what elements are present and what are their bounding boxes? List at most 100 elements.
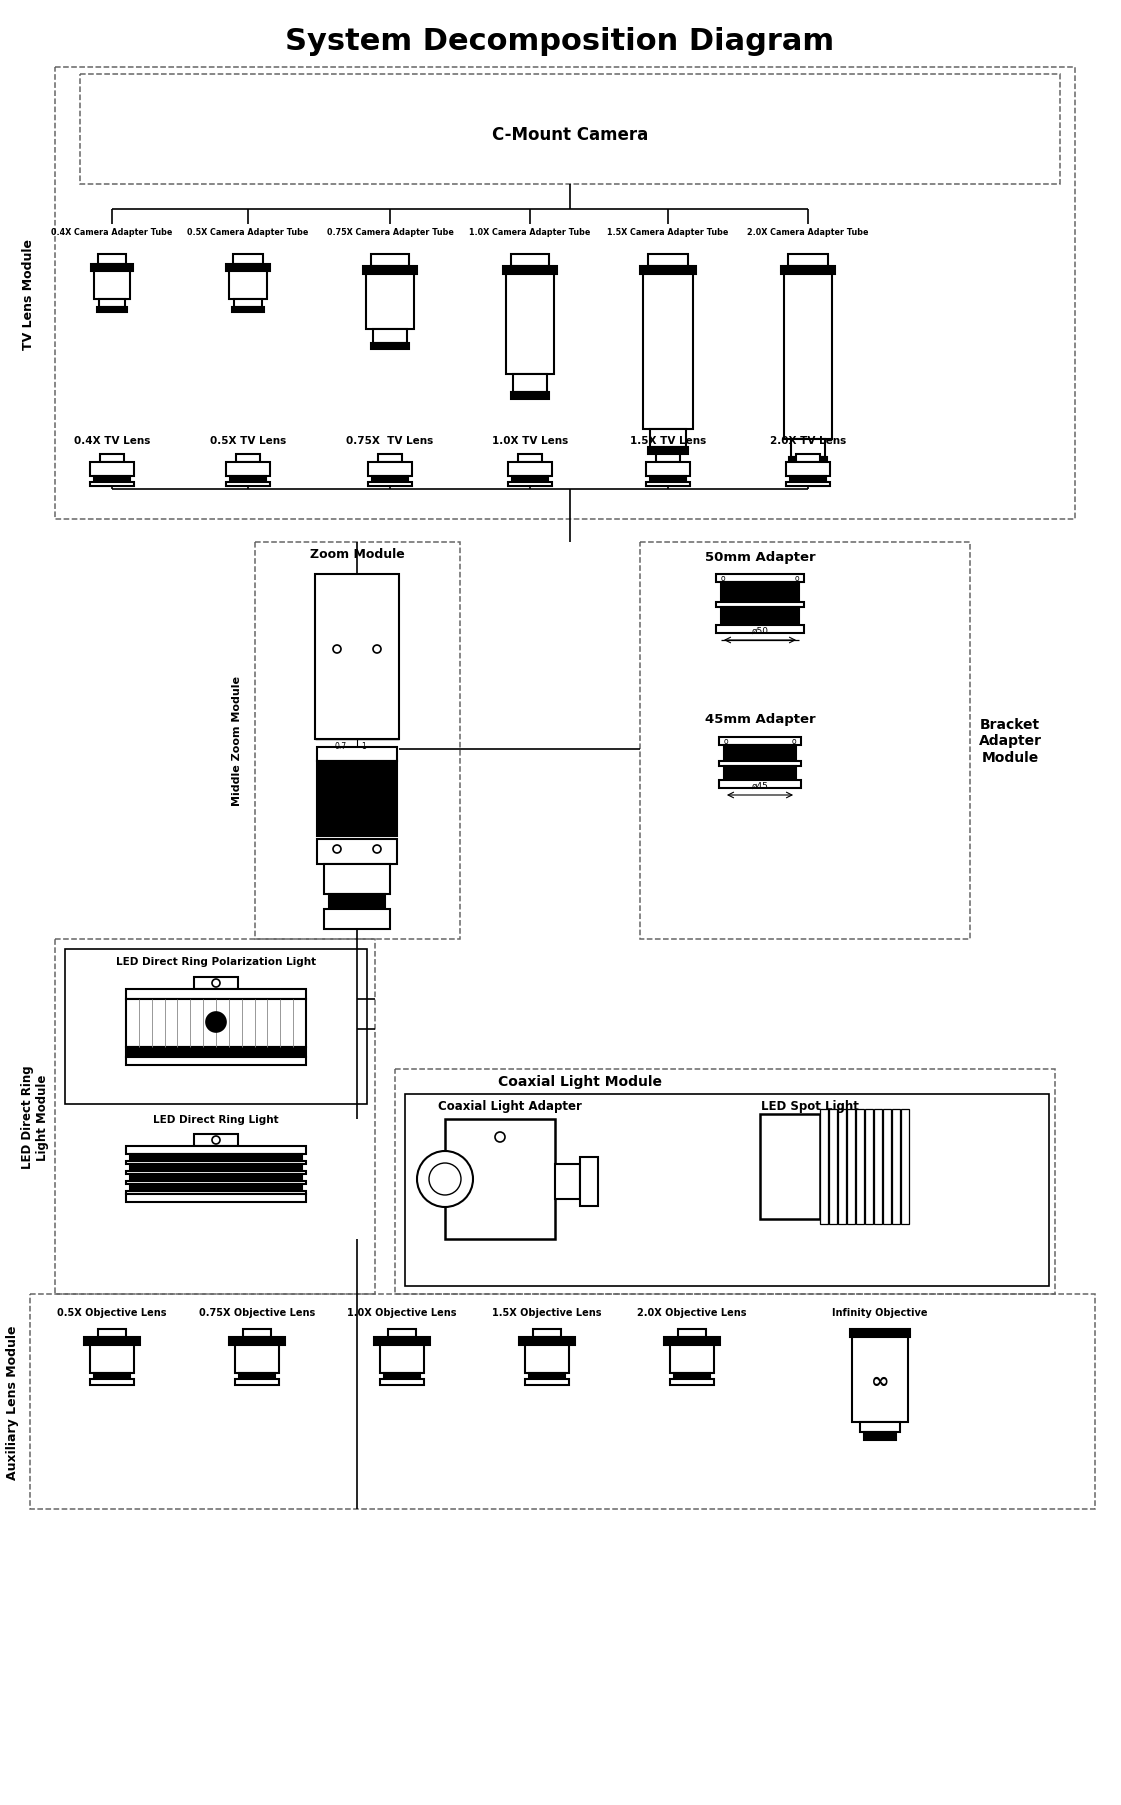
Bar xyxy=(126,1161,306,1164)
Text: Bracket
Adapter
Module: Bracket Adapter Module xyxy=(979,718,1041,764)
Bar xyxy=(656,455,680,462)
Bar xyxy=(317,839,397,865)
Bar xyxy=(226,462,270,477)
Bar xyxy=(839,1110,846,1224)
Text: 1.5X Camera Adapter Tube: 1.5X Camera Adapter Tube xyxy=(608,227,729,236)
Bar xyxy=(324,865,390,895)
Bar xyxy=(65,949,367,1105)
Text: Zoom Module: Zoom Module xyxy=(309,549,405,561)
Bar xyxy=(716,574,804,583)
Bar xyxy=(721,608,799,626)
Bar xyxy=(860,1422,900,1431)
Text: 2.0X Camera Adapter Tube: 2.0X Camera Adapter Tube xyxy=(748,227,869,236)
Circle shape xyxy=(333,845,341,854)
Bar xyxy=(126,989,306,1000)
Bar xyxy=(368,482,413,487)
Bar xyxy=(646,462,691,477)
Bar xyxy=(529,1374,565,1379)
Bar xyxy=(84,1338,140,1345)
Text: Middle Zoom Module: Middle Zoom Module xyxy=(232,677,242,807)
Bar xyxy=(864,1431,896,1440)
Text: ø45: ø45 xyxy=(751,782,768,791)
Bar xyxy=(385,1374,420,1379)
Bar xyxy=(130,1184,302,1191)
Circle shape xyxy=(212,1137,220,1144)
Bar xyxy=(664,1338,720,1345)
Bar xyxy=(90,1379,135,1384)
Bar xyxy=(235,1379,279,1384)
Bar xyxy=(91,265,133,273)
Bar xyxy=(98,1328,126,1338)
Bar xyxy=(518,455,541,462)
Bar xyxy=(892,1110,900,1224)
Bar xyxy=(226,265,270,273)
Bar xyxy=(90,482,135,487)
Text: 0.75X  TV Lens: 0.75X TV Lens xyxy=(346,435,434,446)
Bar xyxy=(235,1345,279,1374)
Bar xyxy=(901,1110,909,1224)
Bar xyxy=(648,448,688,455)
Text: o: o xyxy=(721,574,725,583)
Text: Coaxial Light Module: Coaxial Light Module xyxy=(498,1074,663,1088)
Bar xyxy=(55,939,376,1294)
Text: Auxiliary Lens Module: Auxiliary Lens Module xyxy=(6,1325,19,1478)
Bar xyxy=(640,543,970,939)
Bar xyxy=(229,273,267,300)
Circle shape xyxy=(333,646,341,653)
Bar xyxy=(555,1164,580,1199)
Bar xyxy=(254,543,460,939)
Bar xyxy=(865,1110,873,1224)
Bar xyxy=(130,1155,302,1161)
Bar xyxy=(230,477,266,482)
Circle shape xyxy=(495,1132,504,1143)
Text: 0.5X TV Lens: 0.5X TV Lens xyxy=(210,435,286,446)
Bar xyxy=(791,440,825,458)
Bar xyxy=(512,477,548,482)
Circle shape xyxy=(429,1164,461,1195)
Bar xyxy=(317,747,397,762)
Bar xyxy=(503,267,557,274)
Bar xyxy=(786,482,830,487)
Bar xyxy=(506,274,554,375)
Bar xyxy=(380,1345,424,1374)
Bar xyxy=(856,1110,864,1224)
Bar xyxy=(790,477,826,482)
Bar xyxy=(126,1146,306,1155)
Text: ø50: ø50 xyxy=(751,626,769,635)
Bar xyxy=(80,76,1060,184)
Bar xyxy=(724,767,796,780)
Text: Infinity Objective: Infinity Objective xyxy=(832,1307,928,1318)
Bar xyxy=(380,1379,424,1384)
Bar xyxy=(130,1175,302,1180)
Bar xyxy=(511,255,549,267)
Bar xyxy=(760,1114,819,1220)
Bar xyxy=(371,255,409,267)
Text: 1.0X Objective Lens: 1.0X Objective Lens xyxy=(348,1307,456,1318)
Bar xyxy=(229,1338,285,1345)
Bar xyxy=(372,477,408,482)
Bar xyxy=(126,1171,306,1175)
Bar xyxy=(796,455,819,462)
Bar xyxy=(513,375,547,393)
Bar xyxy=(670,1379,714,1384)
Bar xyxy=(30,1294,1095,1509)
Bar xyxy=(371,343,409,350)
Bar xyxy=(243,1328,271,1338)
Bar xyxy=(239,1374,275,1379)
Bar xyxy=(640,267,696,274)
Text: o: o xyxy=(791,736,796,745)
Bar xyxy=(363,267,417,274)
Bar xyxy=(678,1328,706,1338)
Text: 2.0X TV Lens: 2.0X TV Lens xyxy=(770,435,846,446)
Bar xyxy=(130,1164,302,1171)
Text: LED Spot Light: LED Spot Light xyxy=(761,1099,859,1114)
Text: TV Lens Module: TV Lens Module xyxy=(21,238,35,350)
Bar xyxy=(445,1119,555,1240)
Bar xyxy=(847,1110,855,1224)
Text: 50mm Adapter: 50mm Adapter xyxy=(705,551,815,565)
Bar xyxy=(237,455,260,462)
Bar xyxy=(378,455,402,462)
Bar xyxy=(100,455,124,462)
Bar xyxy=(90,462,135,477)
Bar xyxy=(532,1328,560,1338)
